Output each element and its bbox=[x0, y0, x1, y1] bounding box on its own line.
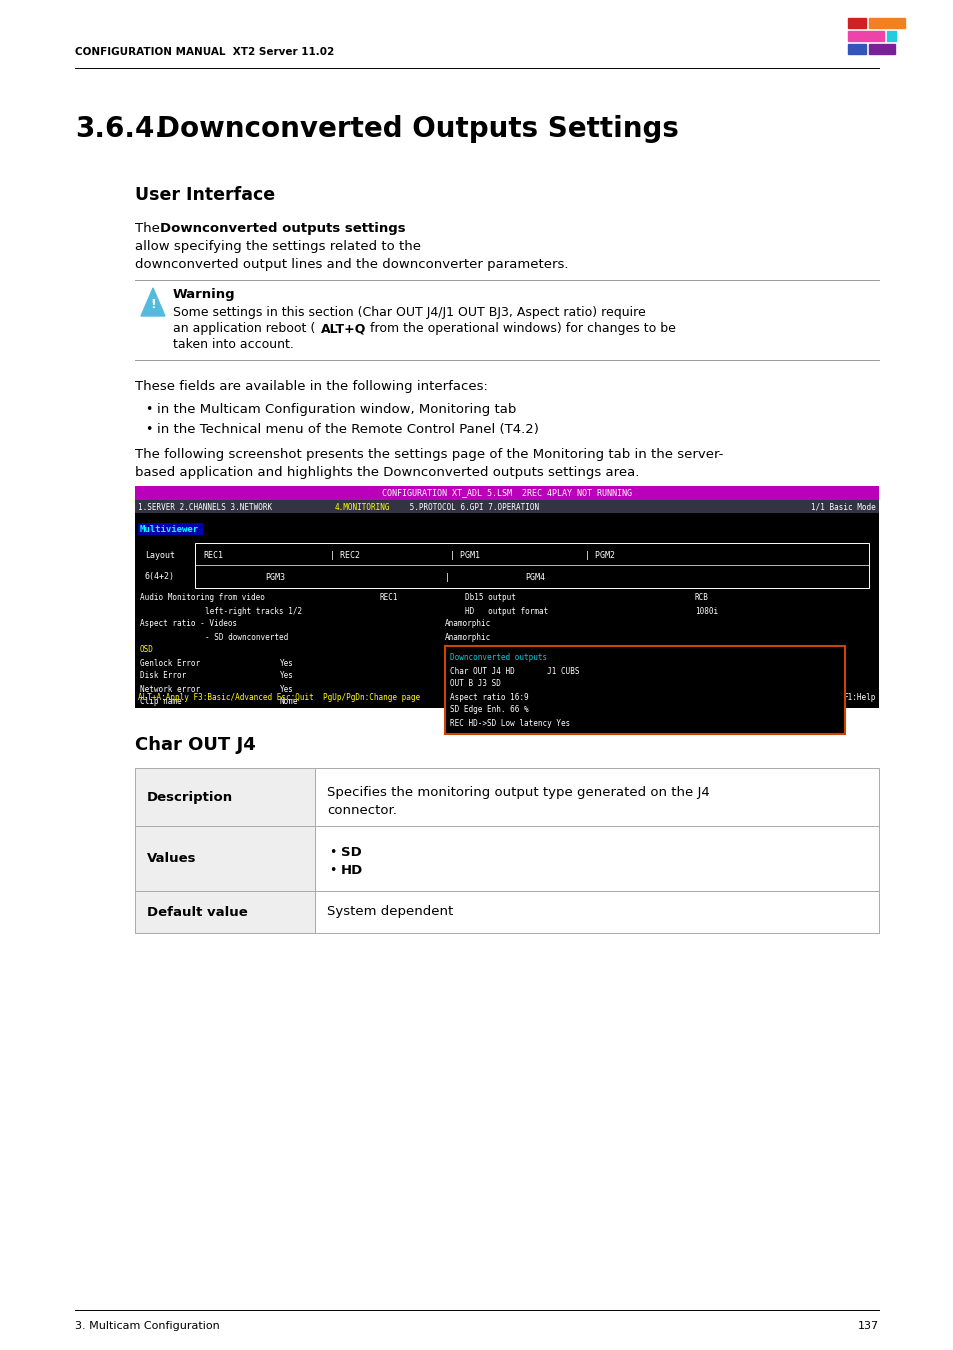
Text: connector.: connector. bbox=[327, 805, 396, 817]
Text: CONFIGURATION MANUAL  XT2 Server 11.02: CONFIGURATION MANUAL XT2 Server 11.02 bbox=[75, 47, 334, 57]
Bar bbox=[135, 891, 314, 933]
Text: Layout: Layout bbox=[145, 551, 174, 559]
Text: OUT B J3 SD: OUT B J3 SD bbox=[450, 679, 500, 688]
Text: Specifies the monitoring output type generated on the J4: Specifies the monitoring output type gen… bbox=[327, 786, 709, 799]
Text: CONFIGURATION XT_ADL 5.LSM  2REC 4PLAY NOT RUNNING: CONFIGURATION XT_ADL 5.LSM 2REC 4PLAY NO… bbox=[381, 489, 631, 498]
Bar bbox=[135, 486, 878, 707]
Text: 1/1 Basic Mode: 1/1 Basic Mode bbox=[810, 502, 875, 512]
Bar bbox=[138, 522, 203, 535]
Text: downconverted output lines and the downconverter parameters.: downconverted output lines and the downc… bbox=[135, 258, 568, 271]
Bar bbox=[868, 45, 894, 54]
Text: 3.6.4.: 3.6.4. bbox=[75, 115, 165, 143]
Text: 137: 137 bbox=[857, 1322, 878, 1331]
Text: 5.PROTOCOL 6.GPI 7.OPERATION: 5.PROTOCOL 6.GPI 7.OPERATION bbox=[405, 502, 538, 512]
Text: left-right tracks 1/2: left-right tracks 1/2 bbox=[205, 606, 302, 616]
Bar bbox=[194, 543, 868, 589]
Text: •: • bbox=[145, 423, 152, 436]
Text: Aspect ratio - Videos: Aspect ratio - Videos bbox=[140, 620, 237, 629]
Text: ALT+Q: ALT+Q bbox=[320, 323, 366, 335]
Text: | REC2: | REC2 bbox=[330, 551, 359, 559]
Text: an application reboot (: an application reboot ( bbox=[172, 323, 314, 335]
Text: | PGM1: | PGM1 bbox=[450, 551, 479, 559]
Text: •: • bbox=[329, 846, 336, 859]
Text: 6(4+2): 6(4+2) bbox=[145, 572, 174, 582]
Text: Downconverted Outputs Settings: Downconverted Outputs Settings bbox=[157, 115, 679, 143]
Text: allow specifying the settings related to the: allow specifying the settings related to… bbox=[135, 240, 420, 252]
Text: Anamorphic: Anamorphic bbox=[444, 633, 491, 641]
Text: 1.SERVER 2.CHANNELS 3.NETWORK: 1.SERVER 2.CHANNELS 3.NETWORK bbox=[138, 502, 276, 512]
Text: Char OUT J4: Char OUT J4 bbox=[135, 736, 255, 755]
Bar bbox=[135, 768, 878, 933]
Text: Clip name: Clip name bbox=[140, 698, 181, 706]
Text: Disk Error: Disk Error bbox=[140, 671, 186, 680]
Text: •: • bbox=[329, 864, 336, 878]
Text: The: The bbox=[135, 221, 164, 235]
Bar bbox=[847, 31, 883, 40]
Text: Anamorphic: Anamorphic bbox=[444, 620, 491, 629]
Bar bbox=[886, 31, 895, 40]
Text: Yes: Yes bbox=[280, 659, 294, 667]
Bar bbox=[314, 768, 878, 826]
Text: Warning: Warning bbox=[172, 288, 235, 301]
Text: RCB: RCB bbox=[695, 594, 708, 602]
Text: from the operational windows) for changes to be: from the operational windows) for change… bbox=[366, 323, 675, 335]
Text: !: ! bbox=[150, 297, 155, 310]
Text: SD Edge Enh. 66 %: SD Edge Enh. 66 % bbox=[450, 706, 528, 714]
Text: REC1: REC1 bbox=[379, 594, 398, 602]
Text: Genlock Error: Genlock Error bbox=[140, 659, 200, 667]
Text: based application and highlights the Downconverted outputs settings area.: based application and highlights the Dow… bbox=[135, 466, 639, 479]
Text: 1080i: 1080i bbox=[695, 606, 718, 616]
Bar bbox=[333, 500, 400, 513]
Text: Audio Monitoring from video: Audio Monitoring from video bbox=[140, 594, 265, 602]
Text: SD: SD bbox=[340, 846, 361, 859]
Text: 4.MONITORING: 4.MONITORING bbox=[335, 502, 390, 512]
Text: None: None bbox=[280, 698, 298, 706]
Text: Yes: Yes bbox=[280, 671, 294, 680]
Text: taken into account.: taken into account. bbox=[172, 338, 294, 351]
Text: User Interface: User Interface bbox=[135, 186, 274, 204]
Polygon shape bbox=[141, 288, 165, 316]
Text: Default value: Default value bbox=[147, 906, 248, 918]
Bar bbox=[847, 18, 865, 28]
Bar bbox=[314, 891, 878, 933]
Text: Char OUT J4 HD       J1 CUBS: Char OUT J4 HD J1 CUBS bbox=[450, 667, 578, 675]
Text: Values: Values bbox=[147, 852, 196, 864]
Text: System dependent: System dependent bbox=[327, 906, 453, 918]
Text: 3. Multicam Configuration: 3. Multicam Configuration bbox=[75, 1322, 219, 1331]
Bar bbox=[135, 500, 878, 513]
Text: OSD: OSD bbox=[140, 645, 153, 655]
Bar bbox=[444, 647, 844, 734]
Text: Multiviewer: Multiviewer bbox=[140, 525, 199, 533]
Bar bbox=[868, 18, 904, 28]
Text: These fields are available in the following interfaces:: These fields are available in the follow… bbox=[135, 379, 487, 393]
Text: in the Multicam Configuration window, Monitoring tab: in the Multicam Configuration window, Mo… bbox=[157, 404, 516, 416]
Text: Aspect ratio 16:9: Aspect ratio 16:9 bbox=[450, 693, 528, 702]
Text: Downconverted outputs: Downconverted outputs bbox=[450, 653, 547, 663]
Text: REC HD->SD Low latency Yes: REC HD->SD Low latency Yes bbox=[450, 718, 570, 728]
Text: PGM3: PGM3 bbox=[265, 572, 285, 582]
Text: Network error: Network error bbox=[140, 684, 200, 694]
Text: REC1: REC1 bbox=[203, 551, 223, 559]
Text: |: | bbox=[444, 572, 450, 582]
Bar bbox=[314, 826, 878, 891]
Text: Description: Description bbox=[147, 791, 233, 803]
Text: •: • bbox=[145, 404, 152, 416]
Bar bbox=[135, 826, 314, 891]
Bar bbox=[135, 768, 314, 826]
Text: Yes: Yes bbox=[280, 684, 294, 694]
Text: in the Technical menu of the Remote Control Panel (T4.2): in the Technical menu of the Remote Cont… bbox=[157, 423, 538, 436]
Bar bbox=[135, 486, 878, 500]
Text: HD   output format: HD output format bbox=[464, 606, 548, 616]
Text: F1:Help: F1:Help bbox=[842, 694, 875, 702]
Text: The following screenshot presents the settings page of the Monitoring tab in the: The following screenshot presents the se… bbox=[135, 448, 722, 460]
Text: - SD downconverted: - SD downconverted bbox=[205, 633, 288, 641]
Text: Downconverted outputs settings: Downconverted outputs settings bbox=[160, 221, 405, 235]
Text: ALT+A:Apply F3:Basic/Advanced Esc:Quit  PgUp/PgDn:Change page: ALT+A:Apply F3:Basic/Advanced Esc:Quit P… bbox=[138, 694, 419, 702]
Text: Some settings in this section (Char OUT J4/J1 OUT BJ3, Aspect ratio) require: Some settings in this section (Char OUT … bbox=[172, 306, 645, 319]
Text: Db15 output: Db15 output bbox=[464, 594, 516, 602]
Bar bbox=[847, 45, 865, 54]
Text: PGM4: PGM4 bbox=[524, 572, 544, 582]
Text: | PGM2: | PGM2 bbox=[584, 551, 615, 559]
Text: HD: HD bbox=[340, 864, 363, 878]
